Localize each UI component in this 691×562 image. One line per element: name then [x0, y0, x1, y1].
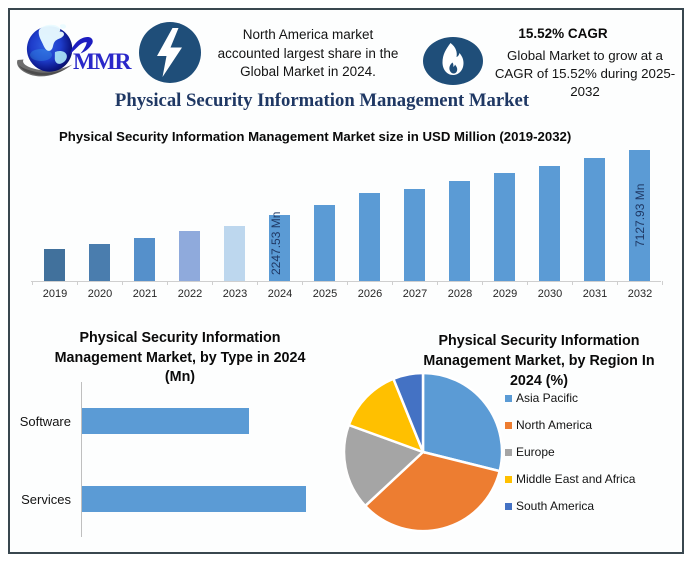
svg-text:MMR: MMR: [73, 49, 133, 75]
